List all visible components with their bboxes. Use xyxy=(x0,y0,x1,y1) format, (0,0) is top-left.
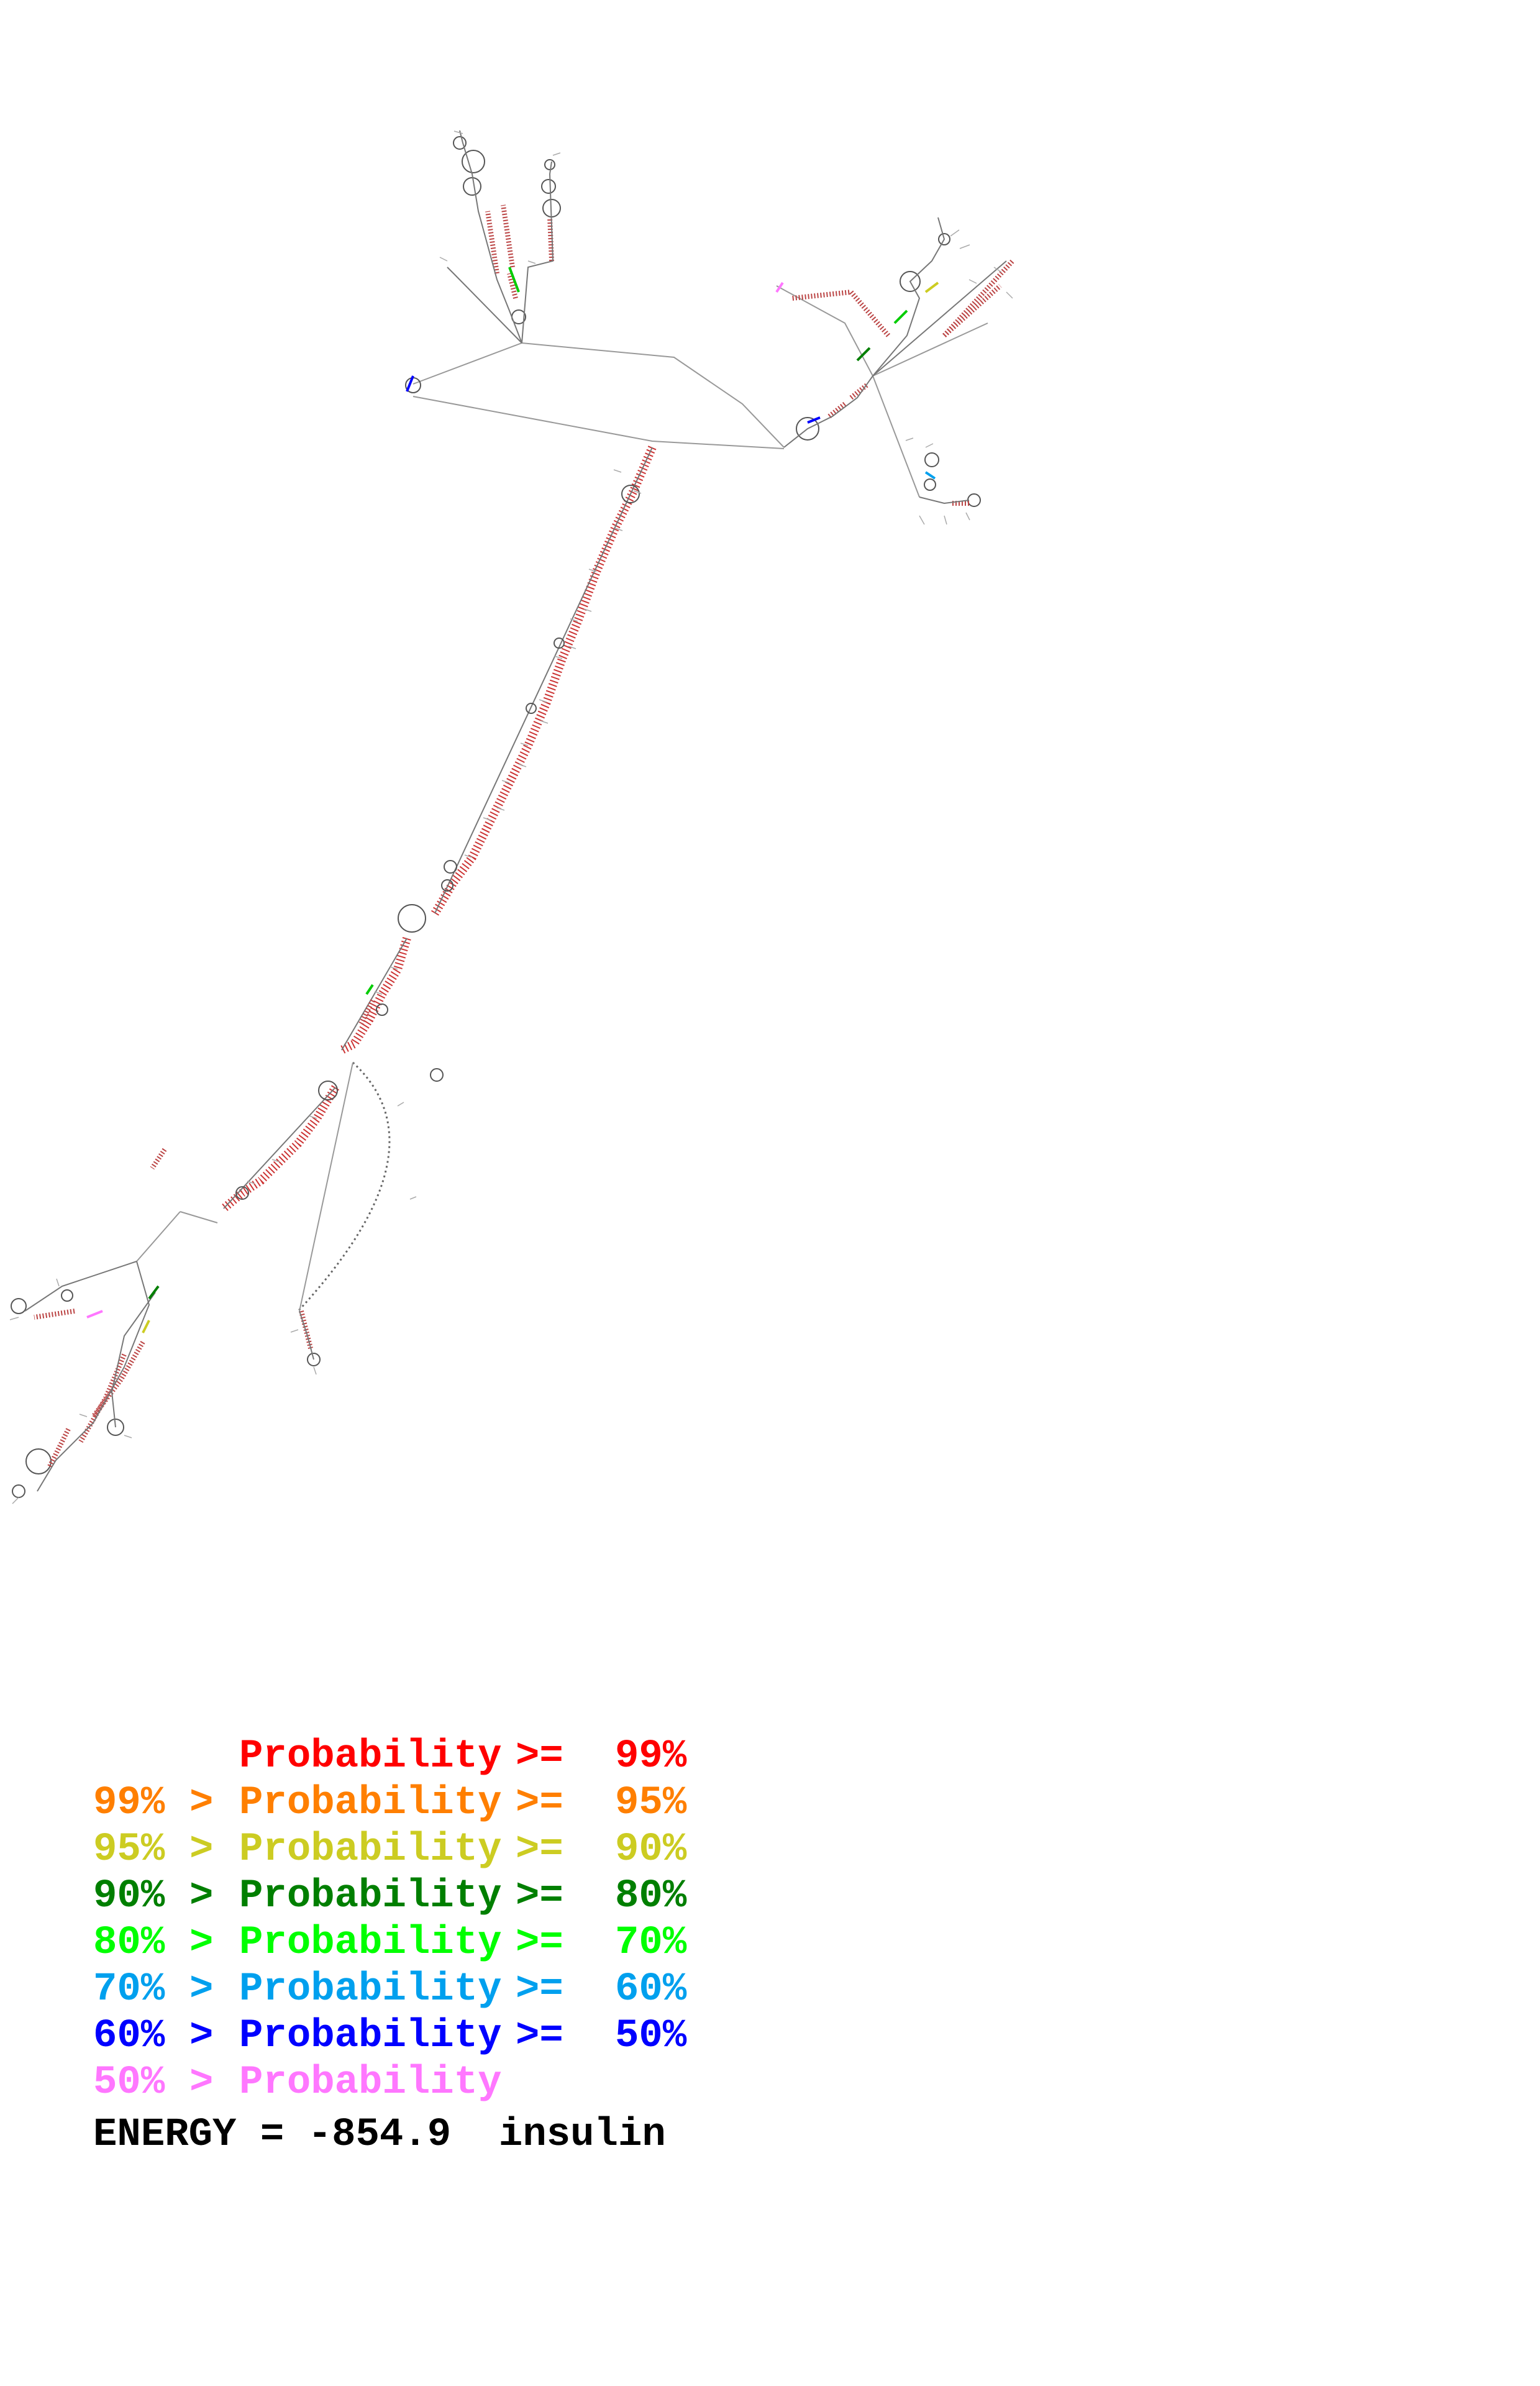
loops xyxy=(11,136,981,1498)
energy-spacer xyxy=(451,2113,499,2157)
main-helix-stem xyxy=(221,446,657,1212)
legend-op-upper: >= xyxy=(516,1827,563,1872)
legend-lower: 70% xyxy=(93,1967,165,2012)
branch-stems xyxy=(34,204,1014,1468)
legend-label: Probability xyxy=(239,1921,502,1965)
legend-op-upper: >= xyxy=(516,1734,563,1779)
branch-backbone xyxy=(24,130,1007,1492)
legend-label: Probability xyxy=(239,1781,502,1826)
legend-row: Probability >= 99% xyxy=(93,1734,686,1780)
legend-label: Probability xyxy=(239,1874,502,1919)
legend-label: Probability xyxy=(239,1734,502,1779)
legend-row: 99% > Probability >= 95% xyxy=(93,1780,686,1827)
legend-upper: 50% xyxy=(615,2014,687,2059)
legend-label: Probability xyxy=(239,1827,502,1872)
legend-op-upper: >= xyxy=(516,1874,563,1919)
legend-row: 90% > Probability >= 80% xyxy=(93,1873,686,1920)
energy-readout: ENERGY = -854.9 insulin xyxy=(93,2113,666,2157)
legend-lower: 80% xyxy=(93,1921,165,1965)
backbone-long-connectors xyxy=(136,285,988,1312)
legend-op-lower: > xyxy=(189,1781,214,1826)
legend-op-upper: >= xyxy=(516,1967,563,2012)
colored-probability-segments xyxy=(86,267,939,1333)
legend-upper: 99% xyxy=(615,1734,687,1779)
legend-upper: 95% xyxy=(615,1781,687,1826)
legend-lower: 50% xyxy=(93,2060,165,2105)
legend-upper: 80% xyxy=(615,1874,687,1919)
legend-row: 70% > Probability >= 60% xyxy=(93,1967,686,2013)
legend-row: 95% > Probability >= 90% xyxy=(93,1827,686,1873)
legend-upper: 90% xyxy=(615,1827,687,1872)
legend-lower: 90% xyxy=(93,1874,165,1919)
legend-op-lower: > xyxy=(189,2060,214,2105)
legend-op-lower: > xyxy=(189,1921,214,1965)
legend-upper: 70% xyxy=(615,1921,687,1965)
legend-op-lower: > xyxy=(189,2014,214,2059)
legend-op-lower: > xyxy=(189,1827,214,1872)
nucleotide-ticks xyxy=(9,130,1013,1504)
legend-op-upper: >= xyxy=(516,1781,563,1826)
sequence-name: insulin xyxy=(498,2113,666,2157)
energy-label: ENERGY = xyxy=(93,2113,308,2157)
legend-row: 60% > Probability >= 50% xyxy=(93,2013,686,2060)
legend-op-lower: > xyxy=(189,1967,214,2012)
legend-label: Probability xyxy=(239,2014,502,2059)
legend-upper: 60% xyxy=(615,1967,687,2012)
legend-row: 50% > Probability xyxy=(93,2060,501,2106)
legend-lower: 60% xyxy=(93,2014,165,2059)
legend-op-upper: >= xyxy=(516,1921,563,1965)
energy-value: -854.9 xyxy=(308,2113,452,2157)
legend-label: Probability xyxy=(239,1967,502,2012)
rna-secondary-structure-diagram xyxy=(9,130,1014,1504)
legend-lower: 99% xyxy=(93,1781,165,1826)
legend-label: Probability xyxy=(239,2060,502,2105)
legend-op-upper: >= xyxy=(516,2014,563,2059)
legend-row: 80% > Probability >= 70% xyxy=(93,1920,686,1967)
legend-lower: 95% xyxy=(93,1827,165,1872)
legend-op-lower: > xyxy=(189,1874,214,1919)
